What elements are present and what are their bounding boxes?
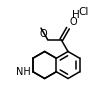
Text: Cl: Cl bbox=[78, 7, 88, 17]
Text: NH: NH bbox=[16, 67, 31, 77]
Text: H: H bbox=[72, 10, 80, 20]
Text: O: O bbox=[39, 29, 47, 39]
Text: O: O bbox=[69, 17, 77, 27]
